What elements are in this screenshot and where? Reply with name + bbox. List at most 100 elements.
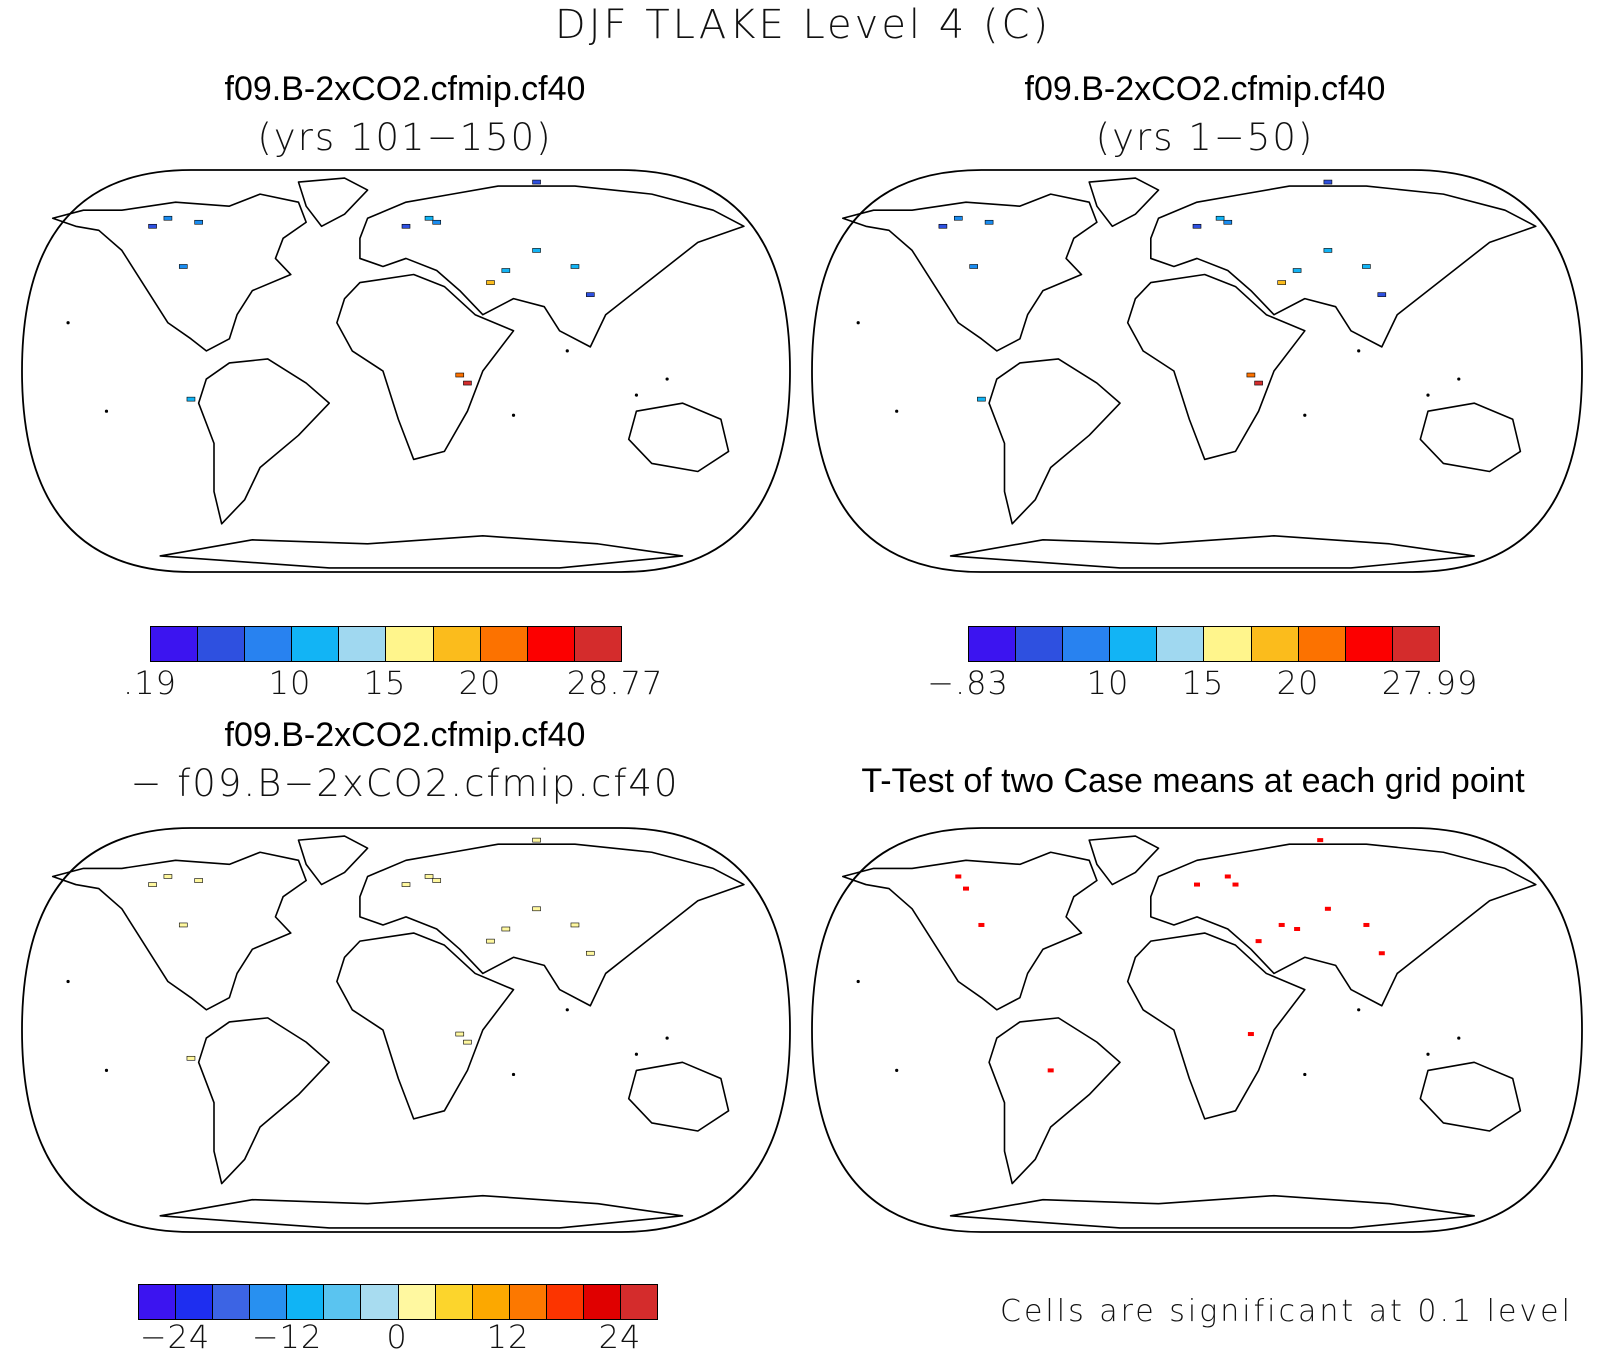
significant-cell (1224, 874, 1231, 879)
colorbar-swatch (176, 1285, 214, 1319)
colorbar-swatch (292, 627, 340, 661)
lake-cell (586, 950, 595, 956)
island-marker (511, 413, 516, 417)
lake-cell (1377, 292, 1387, 297)
island-marker (565, 1008, 569, 1012)
significant-cell (1278, 922, 1285, 927)
figure-title: DJF TLAKE Level 4 (C) (554, 2, 1052, 48)
colorbar-swatch (480, 627, 528, 661)
coastline-eurasia (359, 843, 745, 1007)
lake-cell (570, 922, 580, 928)
panel-bottom-left-title: f09.B-2xCO2.cfmip.cf40 (224, 716, 586, 754)
lake-cell (1277, 280, 1286, 285)
lake-cell (163, 215, 173, 221)
panel-top-right-title: f09.B-2xCO2.cfmip.cf40 (1024, 70, 1386, 108)
colorbar-top-left (150, 626, 622, 662)
colorbar-swatch (213, 1285, 251, 1319)
lake-cell (463, 380, 472, 386)
lake-cell (424, 874, 434, 879)
lake-cell (977, 396, 986, 402)
lake-cell (1323, 248, 1333, 253)
significant-cell (1255, 939, 1262, 944)
island-marker (895, 1068, 899, 1072)
colorbar-swatch (339, 627, 387, 661)
coastline-samerica (197, 358, 331, 525)
colorbar-swatch (433, 627, 481, 661)
colorbar-swatch (139, 1285, 177, 1319)
panel-top-right-subtitle: (yrs 1−50) (1095, 116, 1315, 159)
lake-cell (432, 878, 442, 883)
island-marker (634, 1052, 639, 1056)
island-marker (1357, 349, 1361, 353)
island-marker (66, 321, 70, 325)
colorbar-difference-label: 24 (598, 1318, 642, 1356)
coastline-australia (627, 402, 730, 473)
colorbar-top-left-label: 10 (268, 664, 312, 702)
colorbar-swatch (1392, 627, 1439, 661)
colorbar-swatch (151, 627, 199, 661)
lake-cell (486, 938, 495, 944)
coastline-eurasia (359, 185, 745, 348)
island-marker (1303, 413, 1307, 417)
colorbar-swatch (324, 1285, 362, 1319)
colorbar-swatch (250, 1285, 288, 1319)
significant-cell (1378, 951, 1385, 956)
significant-cell (1363, 922, 1370, 927)
island-marker (104, 1068, 109, 1072)
colorbar-swatch (1251, 627, 1299, 661)
colorbar-top-right-label: 20 (1276, 664, 1320, 702)
significance-note: Cells are significant at 0.1 level (1000, 1294, 1573, 1329)
lake-cell (1192, 223, 1202, 229)
colorbar-swatch (621, 1285, 658, 1319)
significant-cell (1047, 1068, 1054, 1073)
lake-cell (1246, 372, 1256, 378)
map-frame (21, 827, 791, 1233)
map-frame (811, 827, 1583, 1233)
colorbar-top-right (968, 626, 1440, 662)
colorbar-difference-label: −12 (251, 1318, 323, 1356)
significant-cell (1324, 906, 1331, 911)
lake-cell (463, 1039, 472, 1045)
lake-cell (984, 219, 994, 225)
colorbar-swatch (574, 627, 621, 661)
map-bottom-left (21, 827, 791, 1233)
colorbar-swatch (1016, 627, 1064, 661)
colorbar-difference-label: 0 (386, 1318, 408, 1356)
colorbar-top-left-label: 28.77 (566, 664, 664, 702)
coastline-africa (336, 273, 515, 461)
coastline-samerica (988, 1017, 1121, 1185)
coastline-eurasia (1150, 185, 1537, 348)
coastline-antarctica (949, 1194, 1475, 1229)
significant-cell (1247, 1032, 1254, 1037)
lake-cell (178, 922, 188, 928)
colorbar-top-left-label: 20 (458, 664, 502, 702)
panel-top-left-subtitle: (yrs 101−150) (257, 116, 553, 159)
island-marker (1426, 1052, 1430, 1056)
panel-bottom-right-title: T-Test of two Case means at each grid po… (861, 762, 1525, 800)
coastline-antarctica (159, 1194, 684, 1229)
lake-cell (969, 264, 979, 269)
lake-cell (186, 396, 196, 402)
lake-cell (1215, 215, 1225, 221)
island-marker (634, 393, 639, 397)
lake-cell (1254, 380, 1263, 386)
lake-cell (178, 264, 188, 269)
colorbar-top-right-label: 10 (1086, 664, 1130, 702)
coastline-australia (1419, 402, 1522, 473)
map-top-right (811, 169, 1583, 573)
lake-cell (455, 372, 465, 378)
panel-top-left-title: f09.B-2xCO2.cfmip.cf40 (224, 70, 586, 108)
lake-cell (401, 223, 411, 229)
island-marker (511, 1072, 516, 1077)
coastline-samerica (197, 1017, 331, 1185)
coastline-eurasia (1150, 843, 1537, 1007)
lake-cell (1362, 264, 1371, 269)
lake-cell (532, 179, 541, 185)
colorbar-swatch (969, 627, 1017, 661)
colorbar-swatch (361, 1285, 399, 1319)
significant-cell (1194, 882, 1200, 887)
colorbar-difference (138, 1284, 658, 1320)
lake-cell (455, 1031, 465, 1037)
coastline-antarctica (159, 535, 684, 569)
